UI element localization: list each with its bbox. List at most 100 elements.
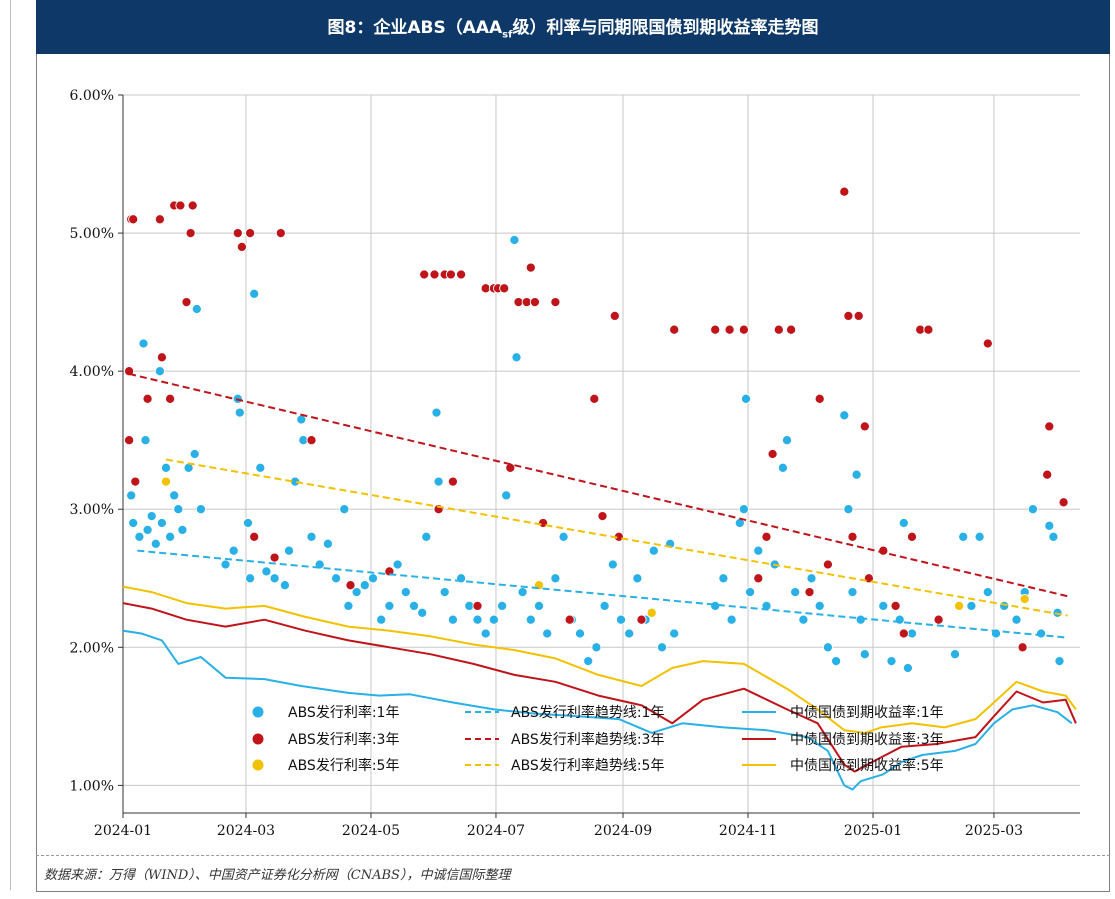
legend: ABS发行利率:1年 ABS发行利率趋势线:1年 中债国债到期收益率:1年 ABS发行… [252,704,944,774]
scatter-point [669,628,680,639]
scatter-point [632,573,643,584]
scatter-point [822,559,833,570]
legend-marker-dot [252,706,264,718]
scatter-point [142,524,153,535]
scatter-point [126,490,137,501]
x-tick-label: 2025-03 [965,823,1023,839]
scatter-point [767,448,778,460]
scatter-point [710,324,721,335]
scatter-point [150,538,161,549]
scatter-point [898,517,909,529]
x-tick-label: 2024-07 [467,823,525,839]
chart-frame [36,0,1110,892]
source-note: 数据来源：万得（WIND）、中国资产证券化分析网（CNABS），中诚信国际整理 [44,868,511,883]
scatter-point [814,393,825,404]
scatter-point [501,490,512,501]
scatter-point [275,228,286,239]
scatter-point [261,566,272,577]
scatter-point [982,587,993,598]
legend-label: ABS发行利率:1年 [288,704,399,721]
page-left-rule [10,0,11,890]
scatter-point [550,573,561,584]
scatter-point [419,269,430,280]
scatter-point [195,504,206,515]
scatter-point [509,234,520,246]
scatter-point [923,324,934,335]
data-marks [122,186,1077,791]
scatter-point [1044,421,1055,432]
x-tick-label: 2024-11 [719,823,777,839]
scatter-point [949,649,961,660]
scatter-point [781,435,793,446]
scatter-point [599,600,610,611]
x-tick-label: 2025-01 [844,823,902,839]
scatter-point [839,410,850,421]
scatter-point [669,324,680,335]
scatter-point [777,462,788,473]
scatter-point [322,538,333,549]
scatter-point [958,531,969,542]
scatter-point [738,324,749,335]
scatter-point [761,600,772,611]
scatter-point [822,642,833,653]
scatter-point [726,614,737,625]
scatter-point [564,614,575,625]
scatter-point [1054,656,1065,667]
scatter-point [351,587,362,598]
scatter-point [431,407,442,418]
scatter-point [859,649,870,660]
scatter-point [269,552,280,563]
scatter-point [533,600,545,611]
scatter-point [583,656,594,667]
scatter-point [173,504,184,515]
scatter-point [245,573,256,584]
scatter-point [878,600,889,611]
scatter-point [154,214,165,225]
chart-title: 图8：企业ABS（AAAsf级）利率与同期限国债到期收益率走势图 [327,18,819,41]
scatter-point [745,587,756,598]
scatter-point [982,338,993,349]
scatter-point [189,448,200,460]
title-bar [36,0,1110,54]
scatter-point [847,587,858,598]
scatter-point [525,262,536,273]
scatter-point [609,310,620,321]
scatter-point [574,628,586,639]
scatter-point [160,462,172,473]
scatter-point [624,628,635,639]
scatter-point [165,531,176,542]
scatter-point [511,352,522,363]
scatter-point [175,200,186,211]
scatter-point [236,241,247,252]
scatter-point [999,600,1010,611]
y-tick-label: 3.00% [70,502,114,518]
legend-label: ABS发行利率趋势线:3年 [511,731,664,748]
scatter-point [542,628,553,639]
scatter-point [831,656,842,667]
scatter-point [898,628,909,639]
scatter-point [589,393,600,404]
scatter-point [249,531,260,542]
scatter-point [156,352,167,363]
scatter-point [607,559,618,570]
legend-marker-dot [252,759,264,771]
scatter-point [786,324,797,335]
scatter-point [283,545,295,556]
scatter-point [636,614,647,625]
scatter-point [417,607,428,618]
scatter-point [245,228,256,239]
scatter-point [160,476,172,487]
scatter-point [367,573,379,584]
scatter-point [718,573,729,584]
x-tick-label: 2024-01 [94,823,152,839]
scatter-point [1042,469,1053,480]
scatter-point [517,587,528,598]
scatter-point [724,324,735,335]
scatter-point [130,476,141,487]
trend-line [137,549,1068,639]
scatter-point [806,573,817,584]
scatter-point [124,435,135,446]
scatter-point [376,614,387,625]
scatter-point [480,628,491,639]
scatter-point [138,338,149,349]
